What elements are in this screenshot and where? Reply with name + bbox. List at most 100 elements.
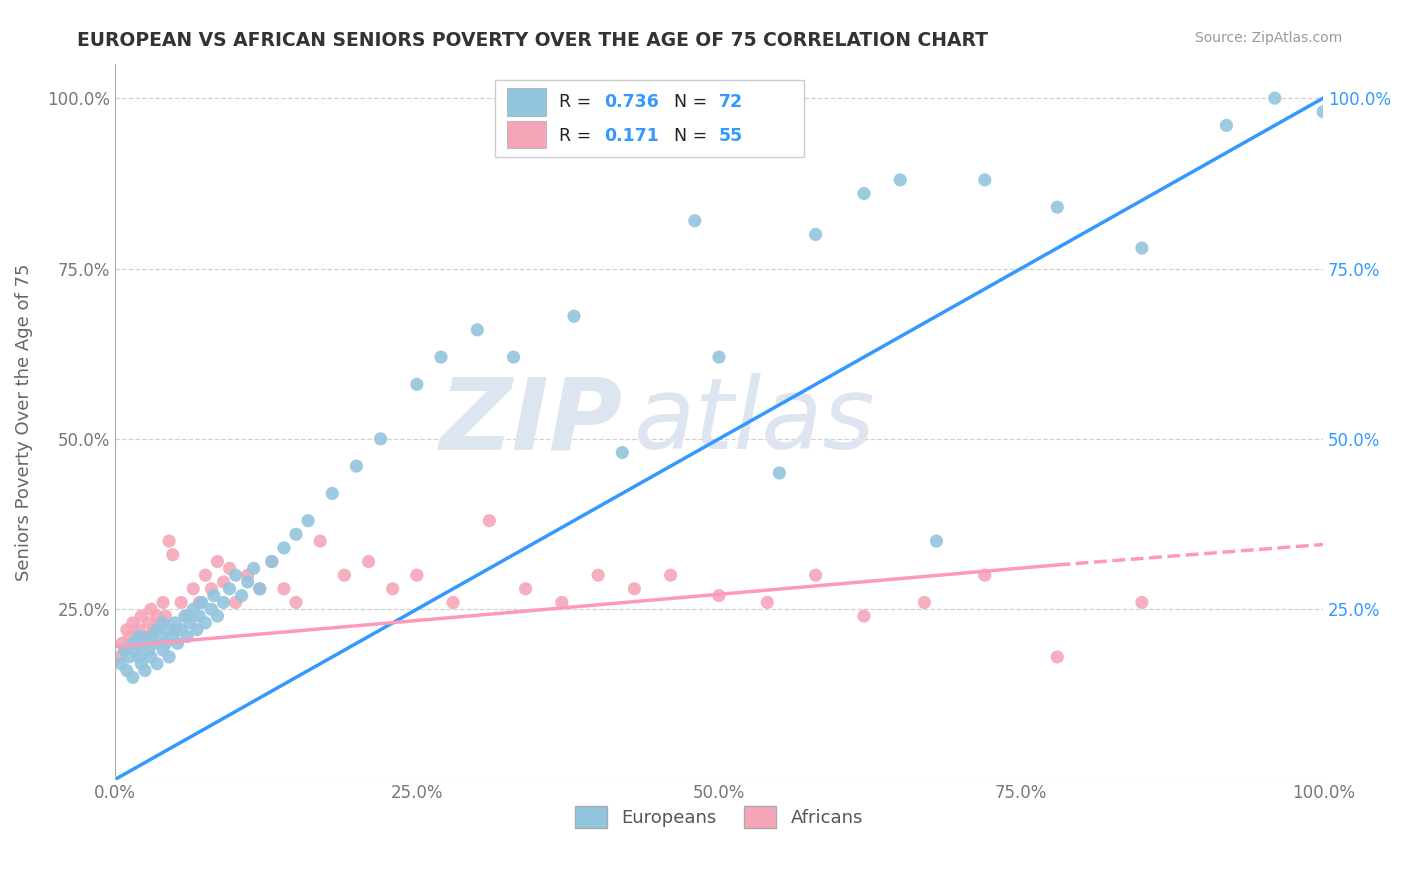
Point — [225, 595, 247, 609]
Point — [112, 643, 135, 657]
Text: 0.171: 0.171 — [605, 127, 659, 145]
Point — [551, 595, 574, 609]
Text: N =: N = — [675, 93, 707, 111]
Point — [623, 582, 645, 596]
Text: R =: R = — [560, 93, 592, 111]
Point — [231, 589, 253, 603]
Y-axis label: Seniors Poverty Over the Age of 75: Seniors Poverty Over the Age of 75 — [15, 263, 32, 581]
Text: 0.736: 0.736 — [605, 93, 659, 111]
Point — [756, 595, 779, 609]
Point — [186, 623, 208, 637]
Point — [357, 555, 380, 569]
Point — [973, 568, 995, 582]
Point — [249, 582, 271, 596]
Point — [152, 643, 174, 657]
Point — [242, 561, 264, 575]
Point — [170, 595, 193, 609]
Point — [212, 574, 235, 589]
Point — [128, 623, 150, 637]
Point — [139, 602, 162, 616]
Point — [1130, 595, 1153, 609]
Point — [122, 670, 145, 684]
Point — [218, 561, 240, 575]
Point — [683, 214, 706, 228]
Point — [225, 568, 247, 582]
Point — [260, 555, 283, 569]
Point — [138, 615, 160, 630]
Point — [707, 589, 730, 603]
Point — [181, 602, 204, 616]
Point — [236, 568, 259, 582]
Point — [852, 186, 875, 201]
Text: ZIP: ZIP — [439, 374, 623, 470]
Point — [405, 568, 427, 582]
Text: Source: ZipAtlas.com: Source: ZipAtlas.com — [1195, 31, 1343, 45]
Point — [176, 630, 198, 644]
Point — [138, 643, 160, 657]
Point — [166, 636, 188, 650]
Point — [659, 568, 682, 582]
Point — [1215, 119, 1237, 133]
Point — [157, 534, 180, 549]
Point — [297, 514, 319, 528]
Point — [200, 602, 222, 616]
Point — [273, 582, 295, 596]
Point — [925, 534, 948, 549]
Point — [562, 309, 585, 323]
Point — [405, 377, 427, 392]
Point — [125, 636, 148, 650]
Point — [155, 636, 177, 650]
Point — [381, 582, 404, 596]
Point — [110, 657, 132, 671]
Point — [202, 589, 225, 603]
FancyBboxPatch shape — [508, 88, 546, 116]
Point — [179, 615, 201, 630]
Point — [889, 173, 911, 187]
Point — [131, 609, 153, 624]
Point — [139, 630, 162, 644]
Point — [207, 555, 229, 569]
Point — [285, 595, 308, 609]
Point — [260, 555, 283, 569]
Point — [112, 643, 135, 657]
Point — [146, 623, 169, 637]
Point — [804, 568, 827, 582]
Point — [465, 323, 488, 337]
Point — [309, 534, 332, 549]
Point — [122, 636, 145, 650]
Point — [194, 615, 217, 630]
Text: EUROPEAN VS AFRICAN SENIORS POVERTY OVER THE AGE OF 75 CORRELATION CHART: EUROPEAN VS AFRICAN SENIORS POVERTY OVER… — [77, 31, 988, 50]
Point — [165, 615, 187, 630]
Point — [128, 649, 150, 664]
Point — [707, 350, 730, 364]
Point — [852, 609, 875, 624]
Point — [149, 615, 172, 630]
Point — [430, 350, 453, 364]
Text: 55: 55 — [718, 127, 744, 145]
Point — [152, 615, 174, 630]
Point — [157, 649, 180, 664]
Point — [181, 582, 204, 596]
Point — [586, 568, 609, 582]
Point — [370, 432, 392, 446]
Point — [139, 649, 162, 664]
Point — [188, 595, 211, 609]
Point — [146, 609, 169, 624]
Point — [441, 595, 464, 609]
Legend: Europeans, Africans: Europeans, Africans — [568, 798, 870, 835]
Point — [1130, 241, 1153, 255]
Point — [111, 636, 134, 650]
Point — [134, 630, 156, 644]
Point — [155, 609, 177, 624]
Point — [165, 623, 187, 637]
Point — [249, 582, 271, 596]
Point — [125, 643, 148, 657]
Point — [218, 582, 240, 596]
Point — [321, 486, 343, 500]
Point — [200, 582, 222, 596]
Point — [134, 664, 156, 678]
Point — [190, 595, 212, 609]
Point — [170, 623, 193, 637]
Point — [152, 595, 174, 609]
Point — [612, 445, 634, 459]
